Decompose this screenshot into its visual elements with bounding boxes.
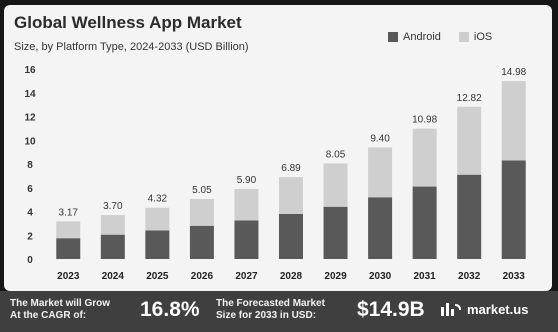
forecast-label-line1: The Forecasted Market	[216, 298, 325, 309]
y-tick-label: 4	[27, 208, 33, 219]
x-tick-label-2032: 2032	[458, 271, 481, 282]
bar-ios-2031	[412, 128, 437, 187]
bar-android-2028	[279, 213, 303, 259]
data-label-2031: 10.98	[412, 115, 437, 126]
x-tick-label-2030: 2030	[369, 271, 392, 282]
bar-android-2030	[368, 197, 393, 259]
chart-legend: Android iOS	[388, 31, 492, 43]
bar-android-2026	[189, 225, 214, 259]
bar-ios-2023	[56, 221, 81, 239]
bar-android-2023	[56, 238, 81, 259]
forecast-label-line2: Size for 2033 in USD:	[216, 310, 317, 321]
y-tick-label: 14	[24, 89, 36, 100]
data-label-2027: 5.90	[237, 175, 257, 186]
stacked-bar-chart: 0 2 4 6 8 10 12 14 16 3.17 2023 3.70 2024 4.32 2025 5.0…	[24, 65, 526, 282]
chart-subtitle: Size, by Platform Type, 2024-2033 (USD B…	[14, 41, 249, 53]
x-tick-label-2033: 2033	[503, 271, 526, 282]
x-tick-label-2027: 2027	[235, 271, 258, 282]
bar-ios-2033	[501, 81, 526, 161]
x-tick-label-2023: 2023	[57, 271, 80, 282]
y-tick-label: 0	[27, 255, 33, 266]
legend-item-android: Android	[388, 31, 441, 43]
bar-android-2024	[100, 234, 125, 259]
data-label-2026: 5.05	[192, 185, 212, 196]
bar-android-2033	[501, 160, 526, 259]
forecast-value: $14.9B	[357, 298, 425, 321]
y-tick-label: 8	[27, 160, 33, 171]
legend-swatch-android	[388, 32, 398, 42]
bar-ios-2027	[234, 188, 259, 221]
legend-label-android: Android	[403, 31, 441, 43]
x-tick-label-2024: 2024	[102, 271, 125, 282]
data-label-2024: 3.70	[103, 201, 123, 212]
cagr-label-line1: The Market will Grow	[10, 298, 111, 309]
bar-ios-2026	[189, 199, 214, 226]
data-label-2032: 12.82	[457, 93, 482, 104]
x-tick-label-2025: 2025	[146, 271, 169, 282]
cagr-label-line2: At the CAGR of:	[10, 310, 87, 321]
legend-label-ios: iOS	[473, 31, 493, 43]
data-label-2033: 14.98	[501, 67, 526, 78]
bar-android-2031	[412, 186, 437, 259]
bar-ios-2028	[279, 177, 303, 214]
forecast-label: The Forecasted Market Size for 2033 in U…	[216, 298, 325, 322]
footer-banner: The Market will Grow At the CAGR of: 16.…	[0, 291, 558, 332]
y-tick-label: 12	[24, 113, 36, 124]
brand: market.us	[440, 301, 528, 317]
x-tick-label-2029: 2029	[324, 271, 347, 282]
cagr-label: The Market will Grow At the CAGR of:	[10, 298, 110, 322]
bar-android-2025	[145, 230, 170, 259]
bar-ios-2029	[323, 163, 348, 207]
legend-swatch-ios	[458, 32, 469, 42]
data-label-2030: 9.40	[370, 133, 390, 144]
market-us-logo-icon	[441, 303, 461, 316]
bar-ios-2024	[100, 215, 125, 235]
legend-item-ios: iOS	[458, 31, 493, 43]
cagr-value: 16.8%	[140, 298, 200, 321]
data-label-2025: 4.32	[148, 194, 168, 205]
bar-ios-2025	[145, 207, 170, 231]
bar-android-2032	[457, 174, 482, 259]
data-label-2028: 6.89	[281, 163, 301, 174]
brand-name: market.us	[467, 301, 529, 317]
bar-android-2029	[323, 206, 348, 259]
data-label-2029: 8.05	[326, 149, 346, 160]
y-tick-label: 10	[24, 136, 36, 147]
x-tick-label-2031: 2031	[414, 271, 437, 282]
y-tick-label: 6	[27, 184, 33, 195]
chart-title: Global Wellness App Market	[14, 13, 242, 32]
y-tick-label: 16	[24, 65, 36, 76]
data-label-2023: 3.17	[59, 207, 79, 218]
x-tick-label-2028: 2028	[280, 271, 303, 282]
y-tick-label: 2	[27, 231, 33, 242]
bar-android-2027	[234, 220, 259, 259]
bar-ios-2030	[368, 147, 393, 198]
x-tick-label-2026: 2026	[191, 271, 214, 282]
bar-ios-2032	[457, 106, 482, 175]
